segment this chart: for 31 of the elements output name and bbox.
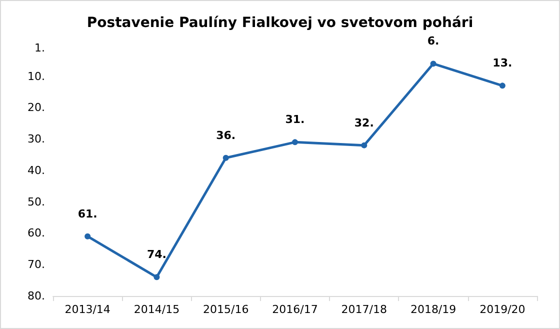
x-tick-label: 2013/14 <box>64 303 110 316</box>
point <box>154 274 160 280</box>
x-tick-label: 2016/17 <box>272 303 318 316</box>
data-label: 74. <box>146 248 166 262</box>
point <box>292 139 298 146</box>
y-tick-label: 10. <box>28 70 45 83</box>
x-tick-label: 2015/16 <box>203 303 249 316</box>
y-tick-label: 1. <box>34 42 45 54</box>
x-tick-label: 2019/20 <box>480 303 526 316</box>
y-tick-label: 20. <box>28 101 45 114</box>
data-label: 13. <box>492 56 512 70</box>
data-label: 36. <box>216 128 236 142</box>
x-tick-label: 2017/18 <box>341 303 387 316</box>
data-label: 31. <box>285 113 305 126</box>
y-tick-label: 70. <box>28 258 45 272</box>
y-tick-label: 40. <box>28 164 45 177</box>
y-tick-label: 30. <box>28 132 45 146</box>
y-tick-label: 60. <box>28 226 45 240</box>
data-label: 32. <box>354 116 374 130</box>
data-label: 6. <box>427 34 440 48</box>
point <box>222 154 229 161</box>
point <box>430 60 436 67</box>
point <box>84 233 91 240</box>
data-label: 61. <box>78 207 98 220</box>
x-tick-label: 2018/19 <box>410 303 456 316</box>
chart-title: Postavenie Paulíny Fialkovej vo svetovom pohári <box>86 15 474 31</box>
y-tick-label: 80. <box>28 290 45 302</box>
y-tick-label: 50. <box>28 195 45 208</box>
point <box>361 142 368 148</box>
point <box>499 82 506 89</box>
x-tick-label: 2014/15 <box>134 303 180 316</box>
